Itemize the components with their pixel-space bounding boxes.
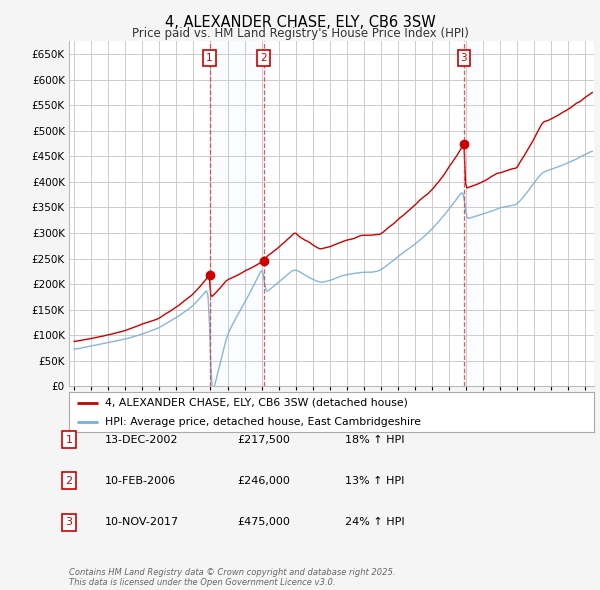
Text: £246,000: £246,000 xyxy=(237,476,290,486)
Text: HPI: Average price, detached house, East Cambridgeshire: HPI: Average price, detached house, East… xyxy=(105,417,421,427)
Text: 13% ↑ HPI: 13% ↑ HPI xyxy=(345,476,404,486)
Text: 1: 1 xyxy=(65,435,73,444)
Bar xyxy=(464,41,478,386)
Text: 3: 3 xyxy=(65,517,73,527)
Text: 10-NOV-2017: 10-NOV-2017 xyxy=(105,517,179,527)
Bar xyxy=(209,41,263,386)
Text: 18% ↑ HPI: 18% ↑ HPI xyxy=(345,435,404,444)
Text: 2: 2 xyxy=(65,476,73,486)
Text: 4, ALEXANDER CHASE, ELY, CB6 3SW (detached house): 4, ALEXANDER CHASE, ELY, CB6 3SW (detach… xyxy=(105,398,407,408)
Text: 4, ALEXANDER CHASE, ELY, CB6 3SW: 4, ALEXANDER CHASE, ELY, CB6 3SW xyxy=(164,15,436,30)
Text: 2: 2 xyxy=(260,53,267,63)
Text: 24% ↑ HPI: 24% ↑ HPI xyxy=(345,517,404,527)
Text: £217,500: £217,500 xyxy=(237,435,290,444)
Text: £475,000: £475,000 xyxy=(237,517,290,527)
Text: 13-DEC-2002: 13-DEC-2002 xyxy=(105,435,179,444)
Text: 3: 3 xyxy=(461,53,467,63)
Text: 10-FEB-2006: 10-FEB-2006 xyxy=(105,476,176,486)
Text: Price paid vs. HM Land Registry's House Price Index (HPI): Price paid vs. HM Land Registry's House … xyxy=(131,27,469,40)
Text: 1: 1 xyxy=(206,53,213,63)
Text: Contains HM Land Registry data © Crown copyright and database right 2025.
This d: Contains HM Land Registry data © Crown c… xyxy=(69,568,395,587)
